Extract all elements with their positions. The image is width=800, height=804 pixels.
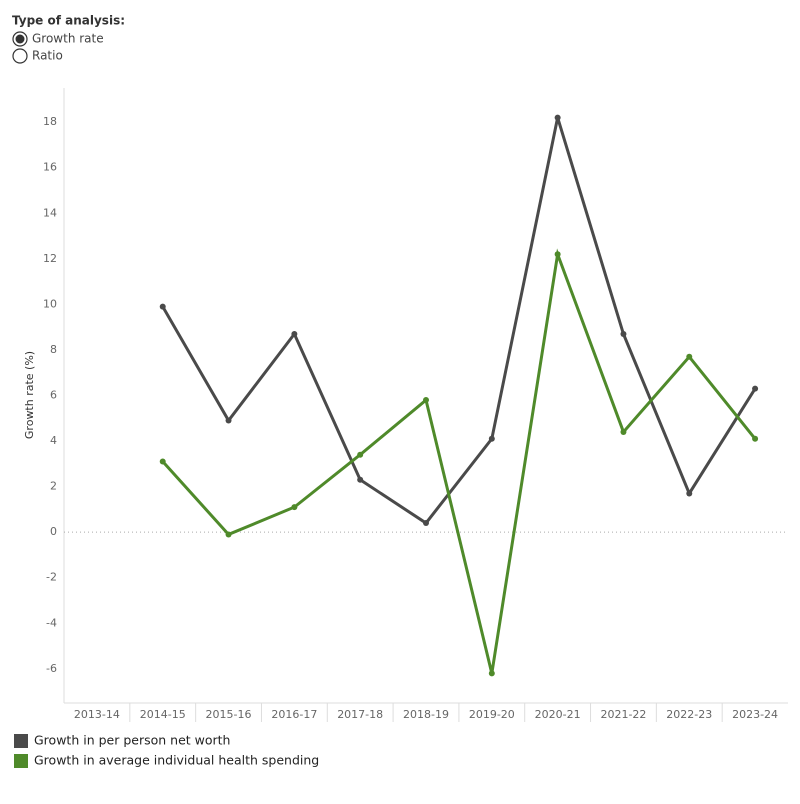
x-tick-label: 2022-23: [666, 708, 712, 721]
series-line: [161, 248, 757, 674]
y-tick-label: 8: [50, 343, 57, 356]
data-point: [423, 397, 429, 404]
data-point: [357, 451, 364, 458]
legend-label: Growth in average individual health spen…: [34, 753, 319, 768]
radio-button[interactable]: [12, 48, 28, 64]
y-tick-label: 14: [43, 206, 57, 219]
y-tick-label: -4: [46, 616, 57, 629]
data-point: [620, 331, 627, 337]
data-point: [225, 531, 232, 538]
x-tick-label: 2014-15: [140, 708, 186, 721]
y-tick-label: 0: [50, 525, 57, 538]
y-tick-label: 2: [50, 480, 57, 493]
legend-label: Growth in per person net worth: [34, 733, 230, 748]
data-point: [752, 435, 759, 442]
data-point: [225, 417, 232, 424]
data-point: [554, 251, 561, 258]
control-label: Type of analysis:: [12, 14, 125, 28]
radio-label[interactable]: Growth rate: [32, 32, 104, 46]
data-point: [686, 353, 693, 360]
x-tick-label: 2018-19: [403, 708, 449, 721]
x-tick-label: 2020-21: [535, 708, 581, 721]
data-point: [357, 476, 364, 483]
y-tick-label: 6: [50, 389, 57, 402]
data-point: [423, 520, 429, 527]
y-tick-label: 4: [50, 434, 57, 447]
data-point: [686, 490, 693, 497]
data-point: [291, 331, 298, 337]
data-point: [488, 435, 495, 442]
y-axis-title: Growth rate (%): [23, 351, 36, 439]
x-tick-label: 2021-22: [600, 708, 646, 721]
x-tick-label: 2013-14: [74, 708, 120, 721]
x-tick-label: 2023-24: [732, 708, 778, 721]
data-point: [620, 428, 627, 435]
data-point: [752, 385, 759, 392]
legend-swatch: [14, 754, 28, 768]
x-tick-label: 2017-18: [337, 708, 383, 721]
y-tick-label: 10: [43, 297, 57, 310]
y-tick-label: 18: [43, 115, 57, 128]
x-tick-label: 2015-16: [206, 708, 252, 721]
y-tick-label: 16: [43, 161, 57, 174]
x-tick-label: 2019-20: [469, 708, 515, 721]
legend-swatch: [14, 734, 28, 748]
y-tick-label: -6: [46, 662, 57, 675]
data-point: [488, 670, 495, 677]
radio-label[interactable]: Ratio: [32, 49, 63, 63]
x-tick-label: 2016-17: [271, 708, 317, 721]
data-point: [554, 114, 561, 121]
data-point: [159, 458, 166, 465]
data-point: [291, 504, 298, 511]
y-tick-label: -2: [46, 571, 57, 584]
series-line: [161, 117, 757, 526]
radio-dot: [15, 34, 25, 44]
y-tick-label: 12: [43, 252, 57, 265]
data-point: [159, 303, 166, 310]
radio-group: Growth rate Ratio: [12, 31, 104, 64]
